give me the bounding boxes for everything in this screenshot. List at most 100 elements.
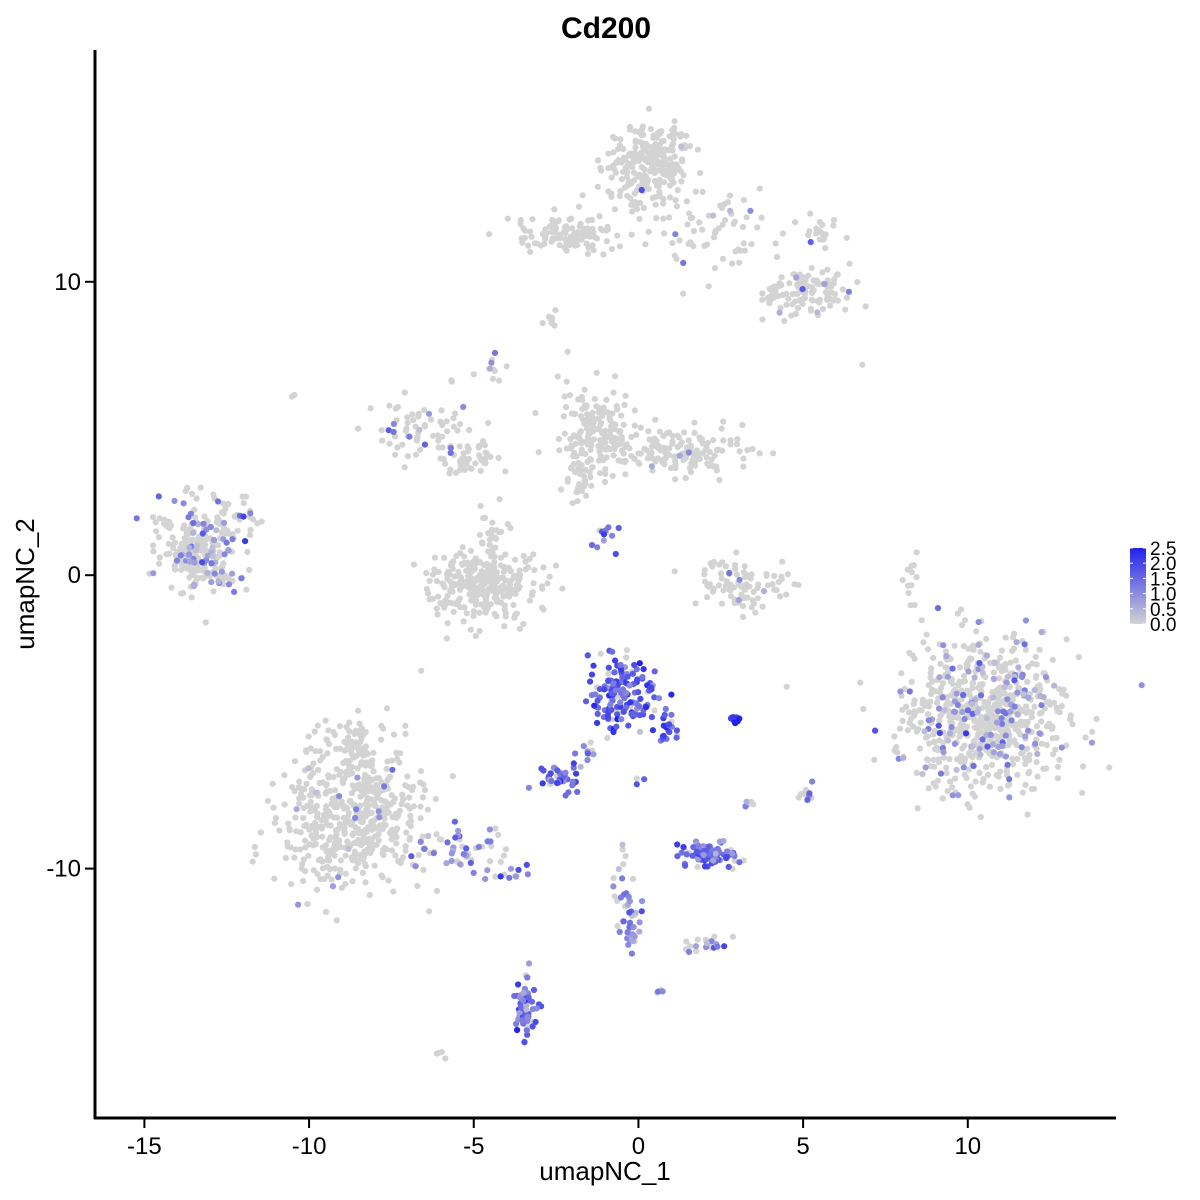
cell-point	[894, 749, 901, 756]
cell-point	[563, 223, 570, 230]
cell-point	[627, 152, 635, 159]
cell-point	[467, 859, 474, 867]
cell-point	[584, 250, 592, 258]
cell-point	[1008, 717, 1015, 724]
cell-point	[381, 844, 388, 852]
cell-point	[616, 192, 623, 200]
cell-point	[659, 458, 666, 466]
cell-point	[380, 813, 388, 821]
cell-point	[631, 422, 638, 429]
cell-point	[999, 699, 1007, 706]
cell-point	[638, 126, 646, 133]
cell-point	[578, 440, 585, 447]
cell-point	[332, 827, 339, 834]
cell-point	[552, 562, 560, 569]
cell-point	[319, 865, 327, 872]
cell-point	[331, 731, 338, 739]
cell-point	[1049, 723, 1056, 731]
cell-point	[599, 429, 606, 437]
cell-point	[905, 709, 913, 716]
cell-point	[470, 608, 477, 615]
cell-point	[520, 997, 527, 1004]
cell-point	[715, 582, 723, 589]
cell-point	[345, 734, 352, 741]
cell-point	[150, 548, 157, 555]
cell-point	[611, 445, 618, 452]
cell-point	[460, 403, 467, 410]
cell-point	[690, 844, 697, 851]
cell-point	[638, 186, 645, 194]
cell-point	[539, 780, 546, 787]
cell-point	[569, 782, 576, 789]
cell-point	[723, 854, 730, 861]
cell-point	[1012, 657, 1019, 664]
cell-point	[548, 778, 555, 785]
cell-point	[685, 948, 693, 956]
cell-point	[620, 421, 627, 428]
cell-point	[736, 448, 743, 455]
cell-point	[610, 452, 617, 459]
cell-point	[984, 771, 992, 779]
cell-point	[775, 578, 782, 586]
cell-point	[807, 210, 814, 217]
cell-point	[514, 1026, 521, 1034]
cell-point	[610, 875, 617, 882]
cell-point	[629, 208, 636, 215]
cell-point	[303, 780, 310, 787]
cell-point	[897, 688, 904, 695]
cell-point	[225, 581, 233, 588]
cell-point	[133, 515, 140, 522]
cell-point	[752, 609, 759, 616]
cell-point	[582, 698, 590, 705]
cell-point	[594, 719, 601, 727]
cell-point	[423, 586, 430, 593]
cell-point	[564, 478, 571, 485]
cell-point	[671, 568, 678, 575]
colorbar-label: 2.0	[1150, 554, 1176, 575]
cell-point	[1050, 699, 1058, 706]
cell-point	[922, 734, 930, 741]
cell-point	[937, 660, 944, 667]
cell-point	[995, 773, 1002, 780]
cell-point	[150, 542, 157, 549]
cell-point	[816, 299, 823, 306]
cell-point	[327, 834, 334, 841]
cell-point	[346, 771, 353, 778]
cell-point	[539, 604, 546, 611]
cell-point	[935, 756, 942, 763]
cell-point	[671, 118, 678, 125]
cell-point	[933, 699, 941, 706]
cell-point	[524, 871, 532, 878]
cell-point	[485, 572, 492, 580]
cell-point	[726, 569, 733, 577]
cell-point	[286, 827, 293, 834]
cell-point	[975, 619, 982, 626]
cell-point	[192, 514, 199, 521]
cell-point	[788, 312, 795, 319]
cell-point	[531, 566, 538, 574]
cell-point	[349, 878, 356, 885]
cell-point	[599, 227, 606, 234]
cell-point	[191, 568, 198, 575]
cell-point	[990, 694, 997, 701]
cell-point	[401, 464, 408, 471]
cell-point	[329, 850, 336, 857]
cell-point	[444, 620, 451, 627]
x-axis-label: umapNC_1	[539, 1156, 671, 1186]
cell-point	[615, 524, 622, 532]
cell-point	[615, 866, 622, 873]
cell-point	[321, 876, 328, 883]
cell-point	[695, 454, 702, 461]
cell-point	[430, 850, 437, 857]
cell-point	[1002, 732, 1009, 739]
cell-point	[588, 542, 596, 549]
cell-point	[408, 853, 415, 860]
x-axis-ticks: -15 -10 -5 0 5 10	[127, 1118, 981, 1160]
cell-point	[944, 788, 951, 795]
cell-point	[934, 777, 942, 784]
cell-point	[990, 749, 998, 756]
cell-point	[973, 628, 980, 635]
cell-point	[602, 478, 609, 486]
cell-point	[442, 1055, 449, 1062]
cell-point	[287, 844, 294, 851]
